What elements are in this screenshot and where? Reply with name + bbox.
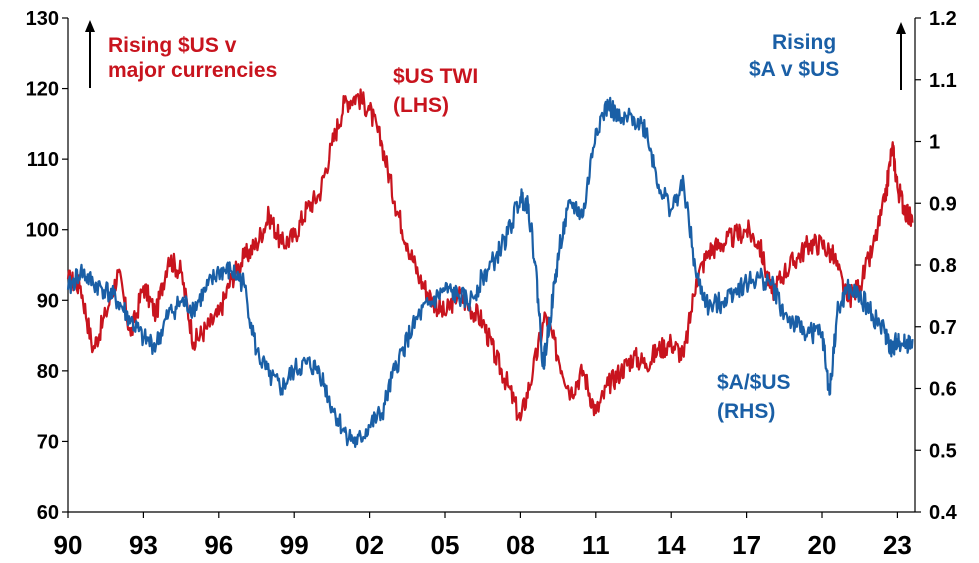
x-tick-label: 14 <box>657 530 686 560</box>
left-tick-label: 70 <box>37 431 59 453</box>
x-tick-label: 17 <box>732 530 761 560</box>
up-arrow-right-icon <box>896 22 906 90</box>
x-tick-label: 11 <box>582 530 610 560</box>
right-tick-label: 0.4 <box>929 502 958 524</box>
left-tick-label: 130 <box>26 8 59 30</box>
right-tick-label: 0.7 <box>929 317 957 339</box>
label-aud-usd-line1: $A/$US <box>717 371 791 394</box>
x-tick-label: 02 <box>355 530 384 560</box>
annotation-rising-us-line1: Rising $US v <box>108 34 237 57</box>
x-tick-label: 23 <box>883 530 912 560</box>
right-y-axis-ticks: 0.4 0.5 0.6 0.7 0.8 0.9 1 1.1 1.2 <box>915 8 958 524</box>
label-us-twi-line1: $US TWI <box>393 65 478 88</box>
up-arrow-left-icon <box>85 20 95 88</box>
x-tick-label: 99 <box>280 530 309 560</box>
right-tick-label: 0.5 <box>929 440 957 462</box>
annotation-rising-aud-line2: $A v $US <box>749 58 839 81</box>
x-tick-label: 20 <box>808 530 837 560</box>
left-tick-label: 60 <box>37 502 59 524</box>
label-us-twi-line2: (LHS) <box>393 94 449 117</box>
left-tick-label: 110 <box>27 149 59 171</box>
x-tick-label: 96 <box>204 530 233 560</box>
right-tick-label: 1.1 <box>929 70 957 92</box>
left-y-axis-ticks: 60 70 80 90 100 110 120 130 <box>26 8 68 524</box>
series-line-us-twi <box>66 88 914 422</box>
right-tick-label: 0.9 <box>929 193 957 215</box>
annotation-rising-us-line2: major currencies <box>108 59 277 82</box>
annotation-rising-aud-line1: Rising <box>772 31 836 54</box>
left-tick-label: 90 <box>37 290 59 312</box>
x-axis-ticks: 90 93 96 99 02 05 08 11 14 17 20 23 <box>54 512 912 560</box>
right-tick-label: 0.8 <box>929 255 957 277</box>
right-tick-label: 1.2 <box>929 8 957 30</box>
left-tick-label: 120 <box>26 79 59 101</box>
left-tick-label: 100 <box>26 220 59 242</box>
label-aud-usd-line2: (RHS) <box>717 400 775 423</box>
x-tick-label: 93 <box>129 530 158 560</box>
x-tick-label: 05 <box>431 530 460 560</box>
series-line-aud-usd <box>66 96 914 448</box>
x-tick-label: 90 <box>54 530 83 560</box>
x-tick-label: 08 <box>506 530 535 560</box>
left-tick-label: 80 <box>37 361 59 383</box>
right-tick-label: 1 <box>929 132 940 154</box>
right-tick-label: 0.6 <box>929 379 957 401</box>
